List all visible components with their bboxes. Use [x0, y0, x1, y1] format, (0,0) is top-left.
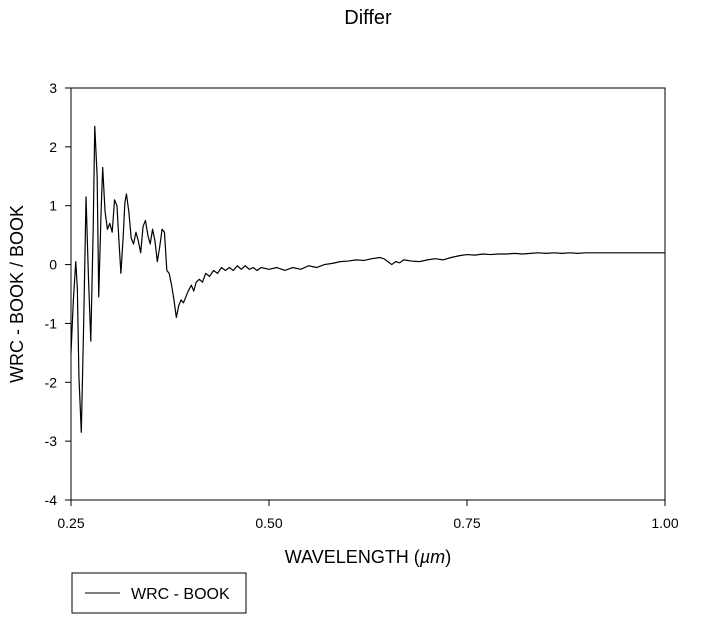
y-axis: 3 2 1 0 -1 -2 -3 -4 — [45, 80, 71, 508]
x-tick-label: 0.25 — [57, 515, 84, 531]
legend: WRC - BOOK — [71, 572, 247, 614]
series-layer — [70, 125, 665, 433]
y-tick-label: 2 — [49, 139, 57, 155]
x-tick-label: 0.75 — [453, 515, 480, 531]
y-tick-label: -3 — [45, 433, 58, 449]
y-tick-label: -4 — [45, 492, 58, 508]
x-axis-label: WAVELENGTH (µm) — [285, 547, 451, 567]
plot-area-frame — [70, 87, 666, 501]
x-axis: 0.25 0.50 0.75 1.00 — [57, 500, 679, 531]
y-axis-label: WRC - BOOK / BOOK — [7, 205, 27, 383]
y-tick-label: 0 — [49, 257, 57, 273]
x-tick-label: 1.00 — [651, 515, 678, 531]
legend-label-wrc-book: WRC - BOOK — [131, 586, 230, 603]
y-tick-label: 3 — [49, 80, 57, 96]
x-tick-label: 0.50 — [255, 515, 282, 531]
y-tick-label: -2 — [45, 374, 58, 390]
chart-title: Differ — [344, 7, 392, 29]
series-line-wrc-book — [70, 125, 665, 433]
y-tick-label: 1 — [49, 198, 57, 214]
y-tick-label: -1 — [45, 315, 58, 331]
